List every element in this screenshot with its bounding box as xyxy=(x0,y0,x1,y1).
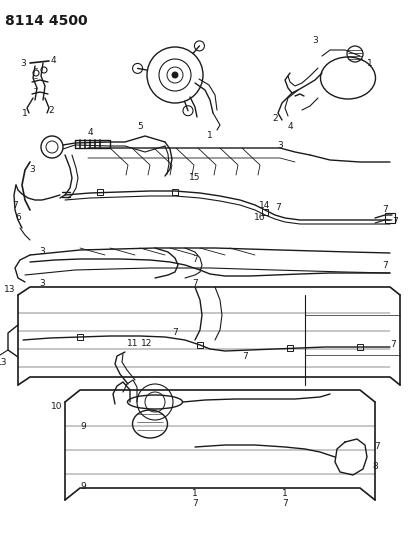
Text: 2: 2 xyxy=(272,114,277,123)
Circle shape xyxy=(172,72,178,78)
Text: 1: 1 xyxy=(192,489,198,498)
Text: 14: 14 xyxy=(258,200,270,209)
Text: 7: 7 xyxy=(172,328,178,337)
Text: 10: 10 xyxy=(51,402,63,411)
Text: 7: 7 xyxy=(192,279,198,287)
Text: 7: 7 xyxy=(192,255,198,264)
Text: 8114 4500: 8114 4500 xyxy=(5,14,88,28)
Text: 9: 9 xyxy=(80,482,85,491)
Text: 7: 7 xyxy=(389,341,395,350)
Text: 8: 8 xyxy=(371,463,377,472)
Bar xyxy=(261,209,267,215)
Text: 4: 4 xyxy=(50,55,56,64)
Text: 7: 7 xyxy=(373,442,379,451)
Text: 7: 7 xyxy=(381,261,387,270)
Bar xyxy=(356,344,362,350)
Text: 4: 4 xyxy=(87,127,92,136)
Text: 1: 1 xyxy=(22,109,28,117)
Bar xyxy=(286,345,292,351)
Text: 12: 12 xyxy=(141,340,152,349)
Text: 7: 7 xyxy=(381,206,387,214)
Text: 3: 3 xyxy=(39,247,45,256)
Text: 6: 6 xyxy=(15,214,21,222)
Text: 13: 13 xyxy=(4,286,16,295)
Text: 2: 2 xyxy=(48,106,54,115)
Text: 15: 15 xyxy=(189,174,200,182)
Bar xyxy=(196,342,202,348)
Text: 5: 5 xyxy=(137,122,142,131)
Bar xyxy=(77,334,83,340)
Text: 7: 7 xyxy=(242,352,247,361)
Text: 11: 11 xyxy=(127,340,138,349)
Text: 3: 3 xyxy=(276,141,282,149)
Text: 3: 3 xyxy=(29,166,35,174)
Text: 7: 7 xyxy=(281,499,287,508)
Text: 9: 9 xyxy=(80,423,85,432)
Text: 3: 3 xyxy=(20,59,26,68)
Text: 7: 7 xyxy=(274,203,280,212)
Text: 1: 1 xyxy=(207,131,212,140)
Text: 3: 3 xyxy=(39,279,45,287)
Text: 1: 1 xyxy=(366,59,372,68)
Bar xyxy=(384,213,394,223)
Text: 16: 16 xyxy=(254,214,265,222)
Text: 4: 4 xyxy=(286,122,292,131)
Text: 7: 7 xyxy=(192,499,198,508)
Text: 7: 7 xyxy=(12,200,18,209)
Bar xyxy=(97,189,103,195)
Text: 13: 13 xyxy=(0,359,8,367)
Text: 3: 3 xyxy=(311,36,317,44)
Text: 7: 7 xyxy=(391,217,397,227)
Bar xyxy=(172,189,178,195)
Text: 1: 1 xyxy=(281,489,287,498)
